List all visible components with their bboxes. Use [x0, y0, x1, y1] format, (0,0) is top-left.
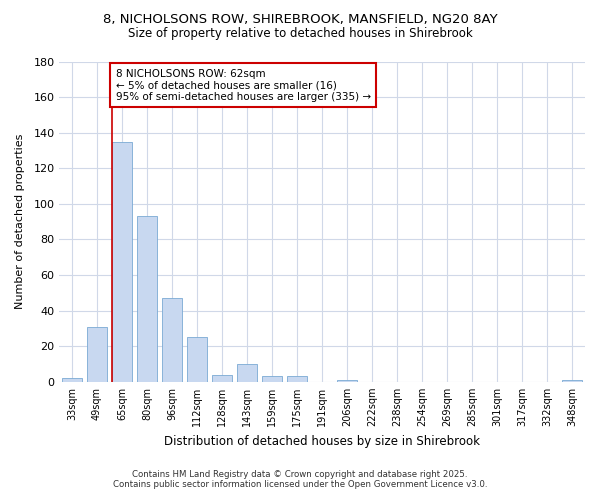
Bar [87, 326, 107, 382]
Bar [287, 376, 307, 382]
Bar [212, 374, 232, 382]
Bar [62, 378, 82, 382]
Text: Size of property relative to detached houses in Shirebrook: Size of property relative to detached ho… [128, 28, 472, 40]
Bar [137, 216, 157, 382]
Bar [187, 338, 207, 382]
Text: 8 NICHOLSONS ROW: 62sqm
← 5% of detached houses are smaller (16)
95% of semi-det: 8 NICHOLSONS ROW: 62sqm ← 5% of detached… [116, 68, 371, 102]
Text: 8, NICHOLSONS ROW, SHIREBROOK, MANSFIELD, NG20 8AY: 8, NICHOLSONS ROW, SHIREBROOK, MANSFIELD… [103, 12, 497, 26]
Bar [262, 376, 282, 382]
Bar [337, 380, 357, 382]
Bar [237, 364, 257, 382]
Bar [562, 380, 583, 382]
Bar [162, 298, 182, 382]
X-axis label: Distribution of detached houses by size in Shirebrook: Distribution of detached houses by size … [164, 434, 480, 448]
Text: Contains HM Land Registry data © Crown copyright and database right 2025.
Contai: Contains HM Land Registry data © Crown c… [113, 470, 487, 489]
Bar [112, 142, 132, 382]
Y-axis label: Number of detached properties: Number of detached properties [15, 134, 25, 310]
